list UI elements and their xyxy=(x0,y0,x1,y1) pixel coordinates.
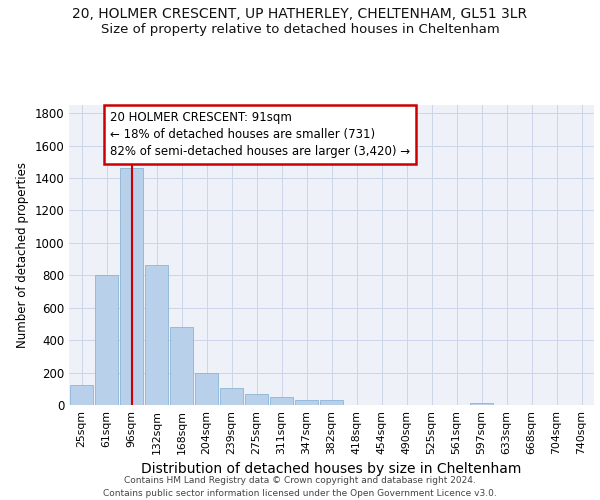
Y-axis label: Number of detached properties: Number of detached properties xyxy=(16,162,29,348)
Text: Size of property relative to detached houses in Cheltenham: Size of property relative to detached ho… xyxy=(101,22,499,36)
Bar xyxy=(470,404,493,405)
Text: Contains HM Land Registry data © Crown copyright and database right 2024.
Contai: Contains HM Land Registry data © Crown c… xyxy=(103,476,497,498)
Bar xyxy=(120,168,143,405)
X-axis label: Distribution of detached houses by size in Cheltenham: Distribution of detached houses by size … xyxy=(142,462,521,476)
Bar xyxy=(170,327,193,405)
Text: 20, HOLMER CRESCENT, UP HATHERLEY, CHELTENHAM, GL51 3LR: 20, HOLMER CRESCENT, UP HATHERLEY, CHELT… xyxy=(73,8,527,22)
Bar xyxy=(145,264,168,405)
Bar xyxy=(295,400,318,405)
Bar xyxy=(270,398,293,405)
Bar xyxy=(70,384,93,405)
Bar xyxy=(220,388,243,405)
Bar xyxy=(320,400,343,405)
Bar xyxy=(195,372,218,405)
Bar xyxy=(245,394,268,405)
Text: 20 HOLMER CRESCENT: 91sqm
← 18% of detached houses are smaller (731)
82% of semi: 20 HOLMER CRESCENT: 91sqm ← 18% of detac… xyxy=(110,110,410,158)
Bar xyxy=(95,276,118,405)
